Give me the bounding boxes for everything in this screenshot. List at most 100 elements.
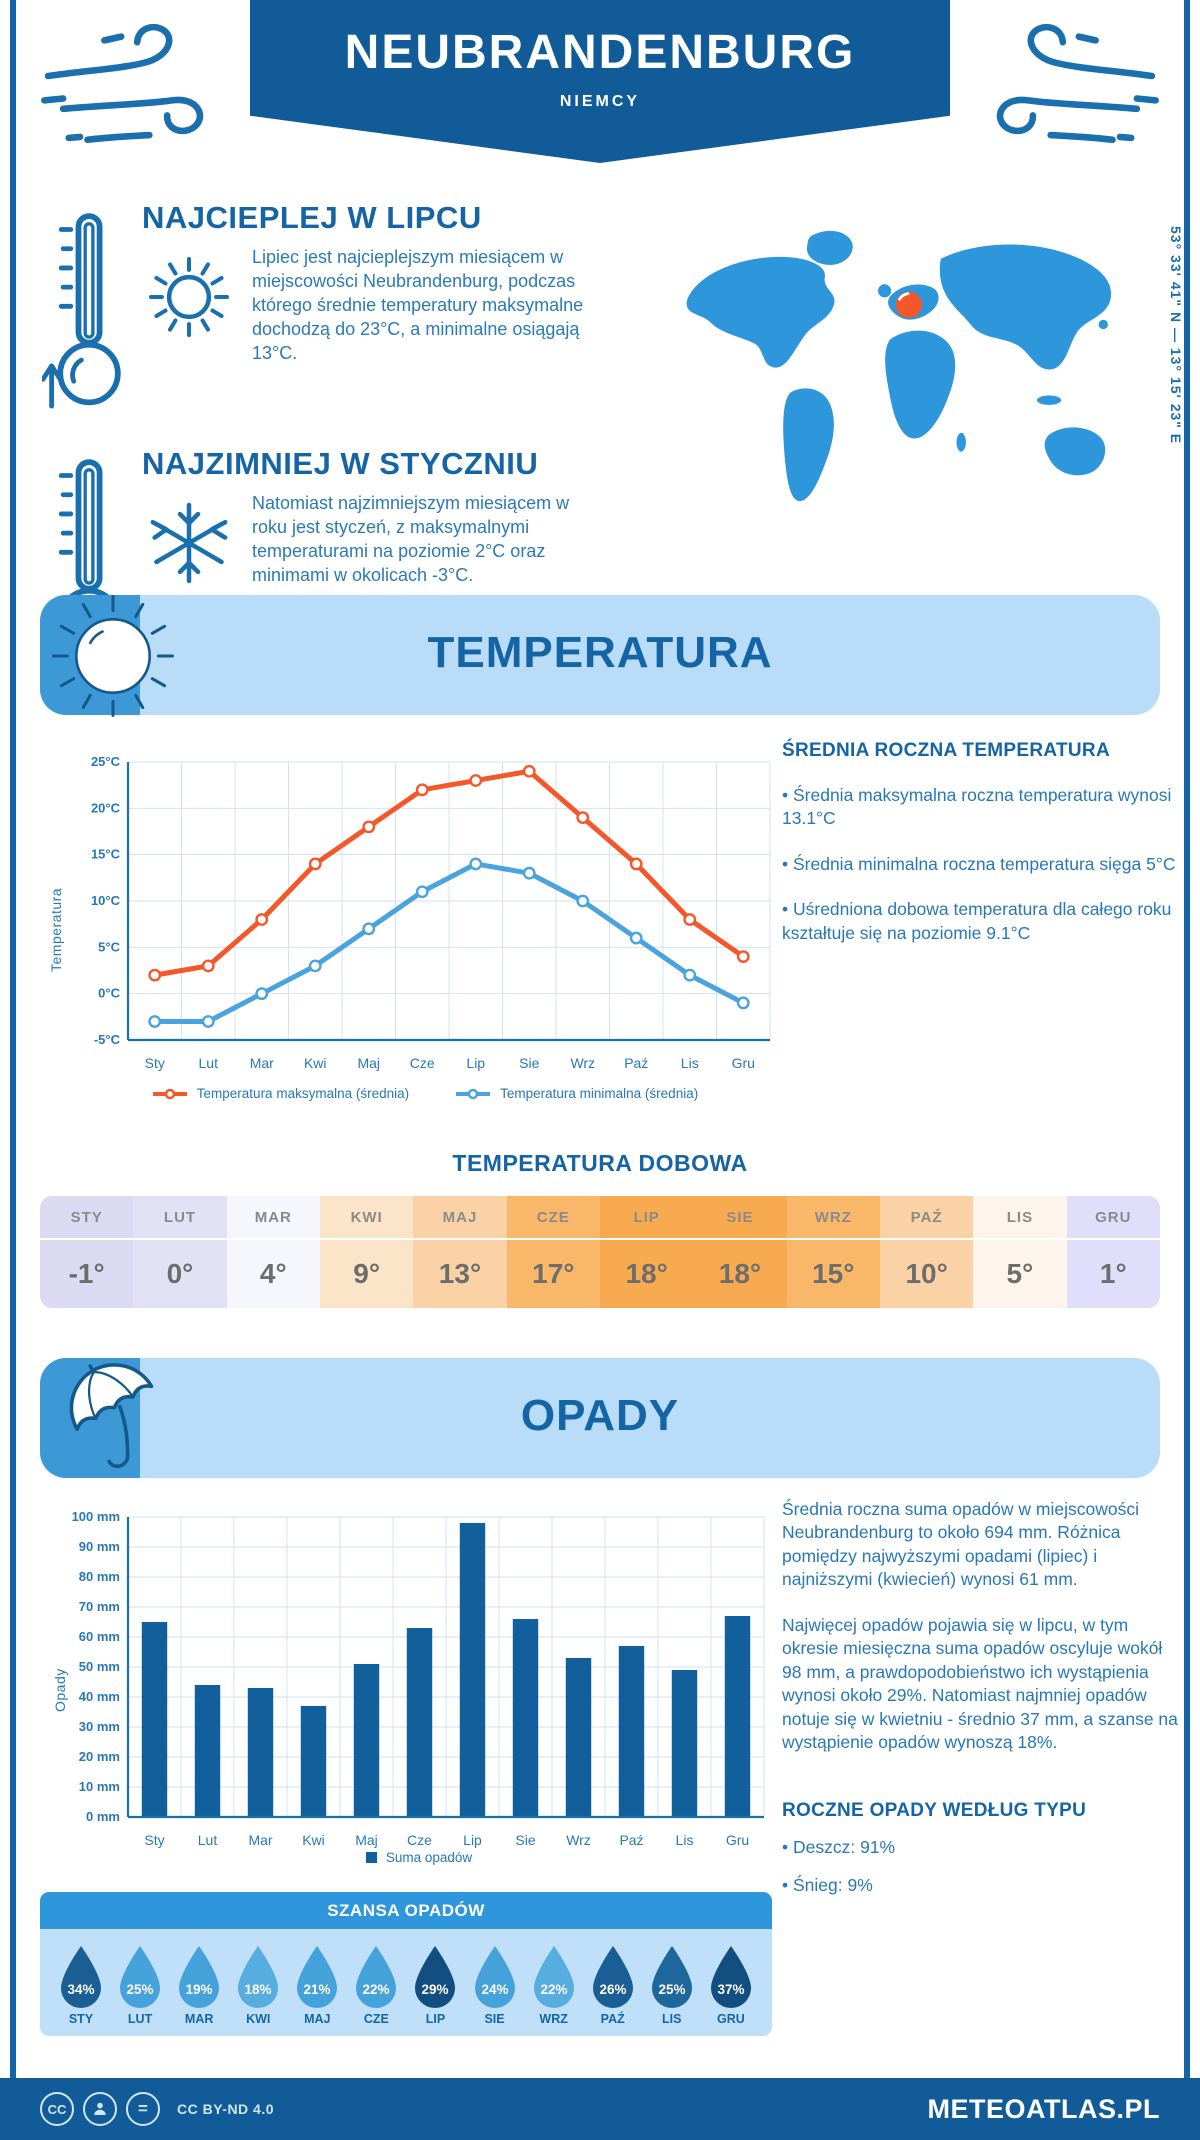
svg-text:Gru: Gru (732, 1055, 755, 1071)
table-column: WRZ 15° (786, 1196, 880, 1308)
svg-text:21%: 21% (304, 1982, 331, 1997)
svg-text:22%: 22% (540, 1982, 567, 1997)
highlight-text: Natomiast najzimniejszym miesiącem w rok… (252, 493, 570, 585)
svg-text:Cze: Cze (407, 1832, 432, 1848)
precipitation-paragraph: Najwięcej opadów pojawia się w lipcu, w … (782, 1614, 1178, 1752)
svg-text:Gru: Gru (726, 1832, 749, 1848)
cc-icon: CC (40, 2092, 74, 2126)
section-title: TEMPERATURA (427, 628, 773, 677)
temperature-line-chart: -5°C 0°C 5°C 10°C 15°C 20°C 25°C Sty Lut Mar Kwi Ma… (91, 754, 771, 1071)
droplet-icon: 26% (592, 1946, 633, 2008)
legend-label: Temperatura minimalna (średnia) (500, 1086, 699, 1101)
continent-asia (939, 244, 1112, 370)
svg-text:26%: 26% (599, 1982, 626, 1997)
droplet-icon: 21% (297, 1946, 338, 2008)
svg-text:Mar: Mar (248, 1832, 272, 1848)
svg-text:Lip: Lip (463, 1832, 482, 1848)
precipitation-summary: Średnia roczna suma opadów w miejscowośc… (782, 1498, 1180, 1897)
brand-logo: METEOATLAS.PL (927, 2093, 1160, 2124)
legend-swatch-min (456, 1088, 491, 1099)
table-column: STY -1° (40, 1196, 134, 1308)
svg-text:50 mm: 50 mm (79, 1659, 120, 1674)
svg-text:25%: 25% (127, 1982, 154, 1997)
svg-text:Maj: Maj (355, 1832, 378, 1848)
world-map (686, 230, 1112, 502)
svg-text:Lut: Lut (199, 1055, 219, 1071)
droplet-icon: 25% (120, 1946, 161, 2008)
droplet-icon: 25% (651, 1946, 692, 2008)
summary-bullet: • Uśredniona dobowa temperatura dla całe… (782, 899, 1172, 943)
continent-australia (1044, 427, 1106, 476)
precipitation-type-bullet: • Deszcz: 91% (782, 1837, 896, 1858)
climate-highlights: NAJCIEPLEJ W LIPCU Lipiec je (42, 196, 682, 688)
svg-text:20°C: 20°C (91, 800, 121, 815)
precipitation-paragraph: Średnia roczna suma opadów w miejscowośc… (782, 1499, 1139, 1590)
header-banner: NEUBRANDENBURG NIEMCY (250, 0, 950, 163)
svg-text:100 mm: 100 mm (72, 1509, 120, 1524)
summary-bullet: • Średnia minimalna roczna temperatura s… (782, 853, 1176, 874)
svg-text:19%: 19% (186, 1982, 213, 1997)
svg-text:70 mm: 70 mm (79, 1599, 120, 1614)
daily-temperature-title: TEMPERATURA DOBOWA (452, 1150, 748, 1176)
rain-chance-item: 26% PAŹ (586, 1943, 640, 2026)
svg-text:Lut: Lut (198, 1832, 218, 1848)
table-column: MAJ 13° (413, 1196, 507, 1308)
svg-text:30 mm: 30 mm (79, 1719, 120, 1734)
rain-chance-item: 18% KWI (231, 1943, 285, 2026)
svg-text:0 mm: 0 mm (86, 1809, 120, 1824)
daily-temperature-table: STY -1° LUT 0° MAR 4° KWI 9° MAJ 13° CZE 17° L… (40, 1196, 1160, 1308)
svg-text:29%: 29% (422, 1982, 449, 1997)
table-column: LUT 0° (133, 1196, 227, 1308)
precipitation-bar-chart: 0 mm 10 mm 20 mm 30 mm 40 mm 50 mm 60 mm 70 mm 8… (72, 1509, 765, 1848)
section-title: OPADY (520, 1391, 680, 1440)
table-column: LIP 18° (599, 1196, 694, 1308)
table-column: CZE 17° (506, 1196, 600, 1308)
highlight-text: Lipiec jest najcieplejszym miesiącem w m… (252, 247, 584, 363)
svg-text:Sty: Sty (144, 1832, 164, 1848)
rain-chance-title: SZANSA OPADÓW (40, 1892, 772, 1929)
svg-text:Sty: Sty (145, 1055, 165, 1071)
droplet-icon: 29% (415, 1946, 456, 2008)
svg-text:Paź: Paź (624, 1055, 648, 1071)
svg-text:80 mm: 80 mm (79, 1569, 120, 1584)
svg-text:37%: 37% (717, 1982, 744, 1997)
svg-text:Sie: Sie (515, 1832, 535, 1848)
table-column: SIE 18° (693, 1196, 787, 1308)
svg-text:Lis: Lis (676, 1832, 694, 1848)
continent-north-america (686, 256, 835, 368)
droplet-icon: 22% (356, 1946, 397, 2008)
svg-text:0°C: 0°C (98, 986, 120, 1001)
page-title: NEUBRANDENBURG (344, 26, 856, 79)
svg-text:22%: 22% (363, 1982, 390, 1997)
attribution-icon (83, 2092, 117, 2126)
continent-south-america (783, 388, 834, 502)
coldest-month-block: NAJZIMNIEJ W STYCZNIU Natomi (42, 442, 682, 666)
location-marker-icon (895, 291, 922, 318)
temperature-section-header: TEMPERATURA (40, 595, 1160, 717)
rain-chance-item: 22% WRZ (527, 1943, 581, 2026)
chart-legend: Suma opadów (64, 1850, 774, 1865)
snowflake-icon (150, 502, 228, 584)
svg-text:Lis: Lis (681, 1055, 699, 1071)
y-axis-label: Temperatura (48, 887, 64, 972)
footer: CC = CC BY-ND 4.0 METEOATLAS.PL (0, 2078, 1200, 2140)
table-column: KWI 9° (319, 1196, 414, 1308)
rain-chance-item: 24% SIE (468, 1943, 522, 2026)
wind-icon (41, 23, 204, 144)
coordinates-label: 53° 33' 41" N — 13° 15' 23" E (1168, 226, 1184, 445)
wind-icon (996, 23, 1159, 144)
svg-text:10°C: 10°C (91, 893, 121, 908)
svg-text:24%: 24% (481, 1982, 508, 1997)
highlight-title: NAJCIEPLEJ W LIPCU (142, 200, 482, 235)
rain-chance-item: 25% LIS (645, 1943, 699, 2026)
continent-africa (885, 330, 956, 439)
table-column: LIS 5° (973, 1196, 1067, 1308)
country-label: NIEMCY (559, 93, 641, 110)
no-derivatives-icon: = (126, 2092, 160, 2126)
svg-text:Kwi: Kwi (302, 1832, 325, 1848)
svg-text:20 mm: 20 mm (79, 1749, 120, 1764)
droplet-icon: 34% (61, 1946, 101, 2008)
svg-text:18%: 18% (245, 1982, 272, 1997)
right-edge-line (1184, 0, 1190, 2078)
